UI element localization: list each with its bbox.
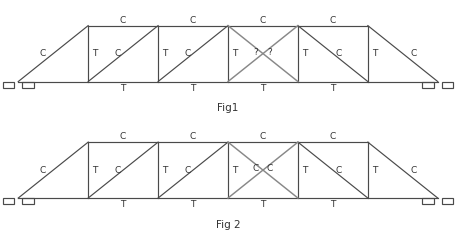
Bar bbox=[22, 82, 34, 88]
Text: T: T bbox=[329, 200, 335, 209]
Bar bbox=[421, 82, 433, 88]
Text: T: T bbox=[120, 200, 126, 209]
Text: T: T bbox=[190, 200, 195, 209]
Text: T: T bbox=[190, 84, 195, 93]
Text: T: T bbox=[371, 166, 377, 175]
Text: T: T bbox=[120, 84, 126, 93]
Text: C: C bbox=[184, 49, 190, 58]
Text: T: T bbox=[232, 49, 237, 58]
Text: T: T bbox=[92, 49, 97, 58]
Text: T: T bbox=[260, 200, 265, 209]
Text: T: T bbox=[302, 166, 307, 175]
Text: C: C bbox=[409, 49, 415, 58]
Text: C: C bbox=[184, 166, 190, 175]
Text: T: T bbox=[92, 166, 97, 175]
Text: C: C bbox=[334, 49, 341, 58]
Text: T: T bbox=[162, 166, 167, 175]
Text: T: T bbox=[329, 84, 335, 93]
Bar bbox=[421, 198, 433, 205]
Text: ?: ? bbox=[267, 48, 272, 57]
Text: C: C bbox=[189, 132, 196, 141]
Text: Fig1: Fig1 bbox=[217, 103, 238, 113]
Text: C: C bbox=[259, 16, 266, 25]
Text: Fig 2: Fig 2 bbox=[215, 219, 240, 230]
Text: T: T bbox=[260, 84, 265, 93]
Text: C: C bbox=[259, 132, 266, 141]
Text: C: C bbox=[189, 16, 196, 25]
Text: C: C bbox=[114, 166, 121, 175]
Text: ?: ? bbox=[253, 48, 258, 57]
Text: T: T bbox=[162, 49, 167, 58]
Text: C: C bbox=[409, 166, 415, 175]
Text: C: C bbox=[252, 164, 258, 173]
Bar bbox=[441, 198, 452, 205]
Text: C: C bbox=[120, 132, 126, 141]
Text: C: C bbox=[329, 132, 335, 141]
Bar bbox=[3, 82, 14, 88]
Text: C: C bbox=[334, 166, 341, 175]
Text: T: T bbox=[302, 49, 307, 58]
Text: C: C bbox=[266, 164, 273, 173]
Text: C: C bbox=[329, 16, 335, 25]
Text: C: C bbox=[40, 166, 46, 175]
Text: C: C bbox=[40, 49, 46, 58]
Text: C: C bbox=[114, 49, 121, 58]
Bar bbox=[441, 82, 452, 88]
Text: C: C bbox=[120, 16, 126, 25]
Text: T: T bbox=[371, 49, 377, 58]
Bar bbox=[22, 198, 34, 205]
Text: T: T bbox=[232, 166, 237, 175]
Bar bbox=[3, 198, 14, 205]
